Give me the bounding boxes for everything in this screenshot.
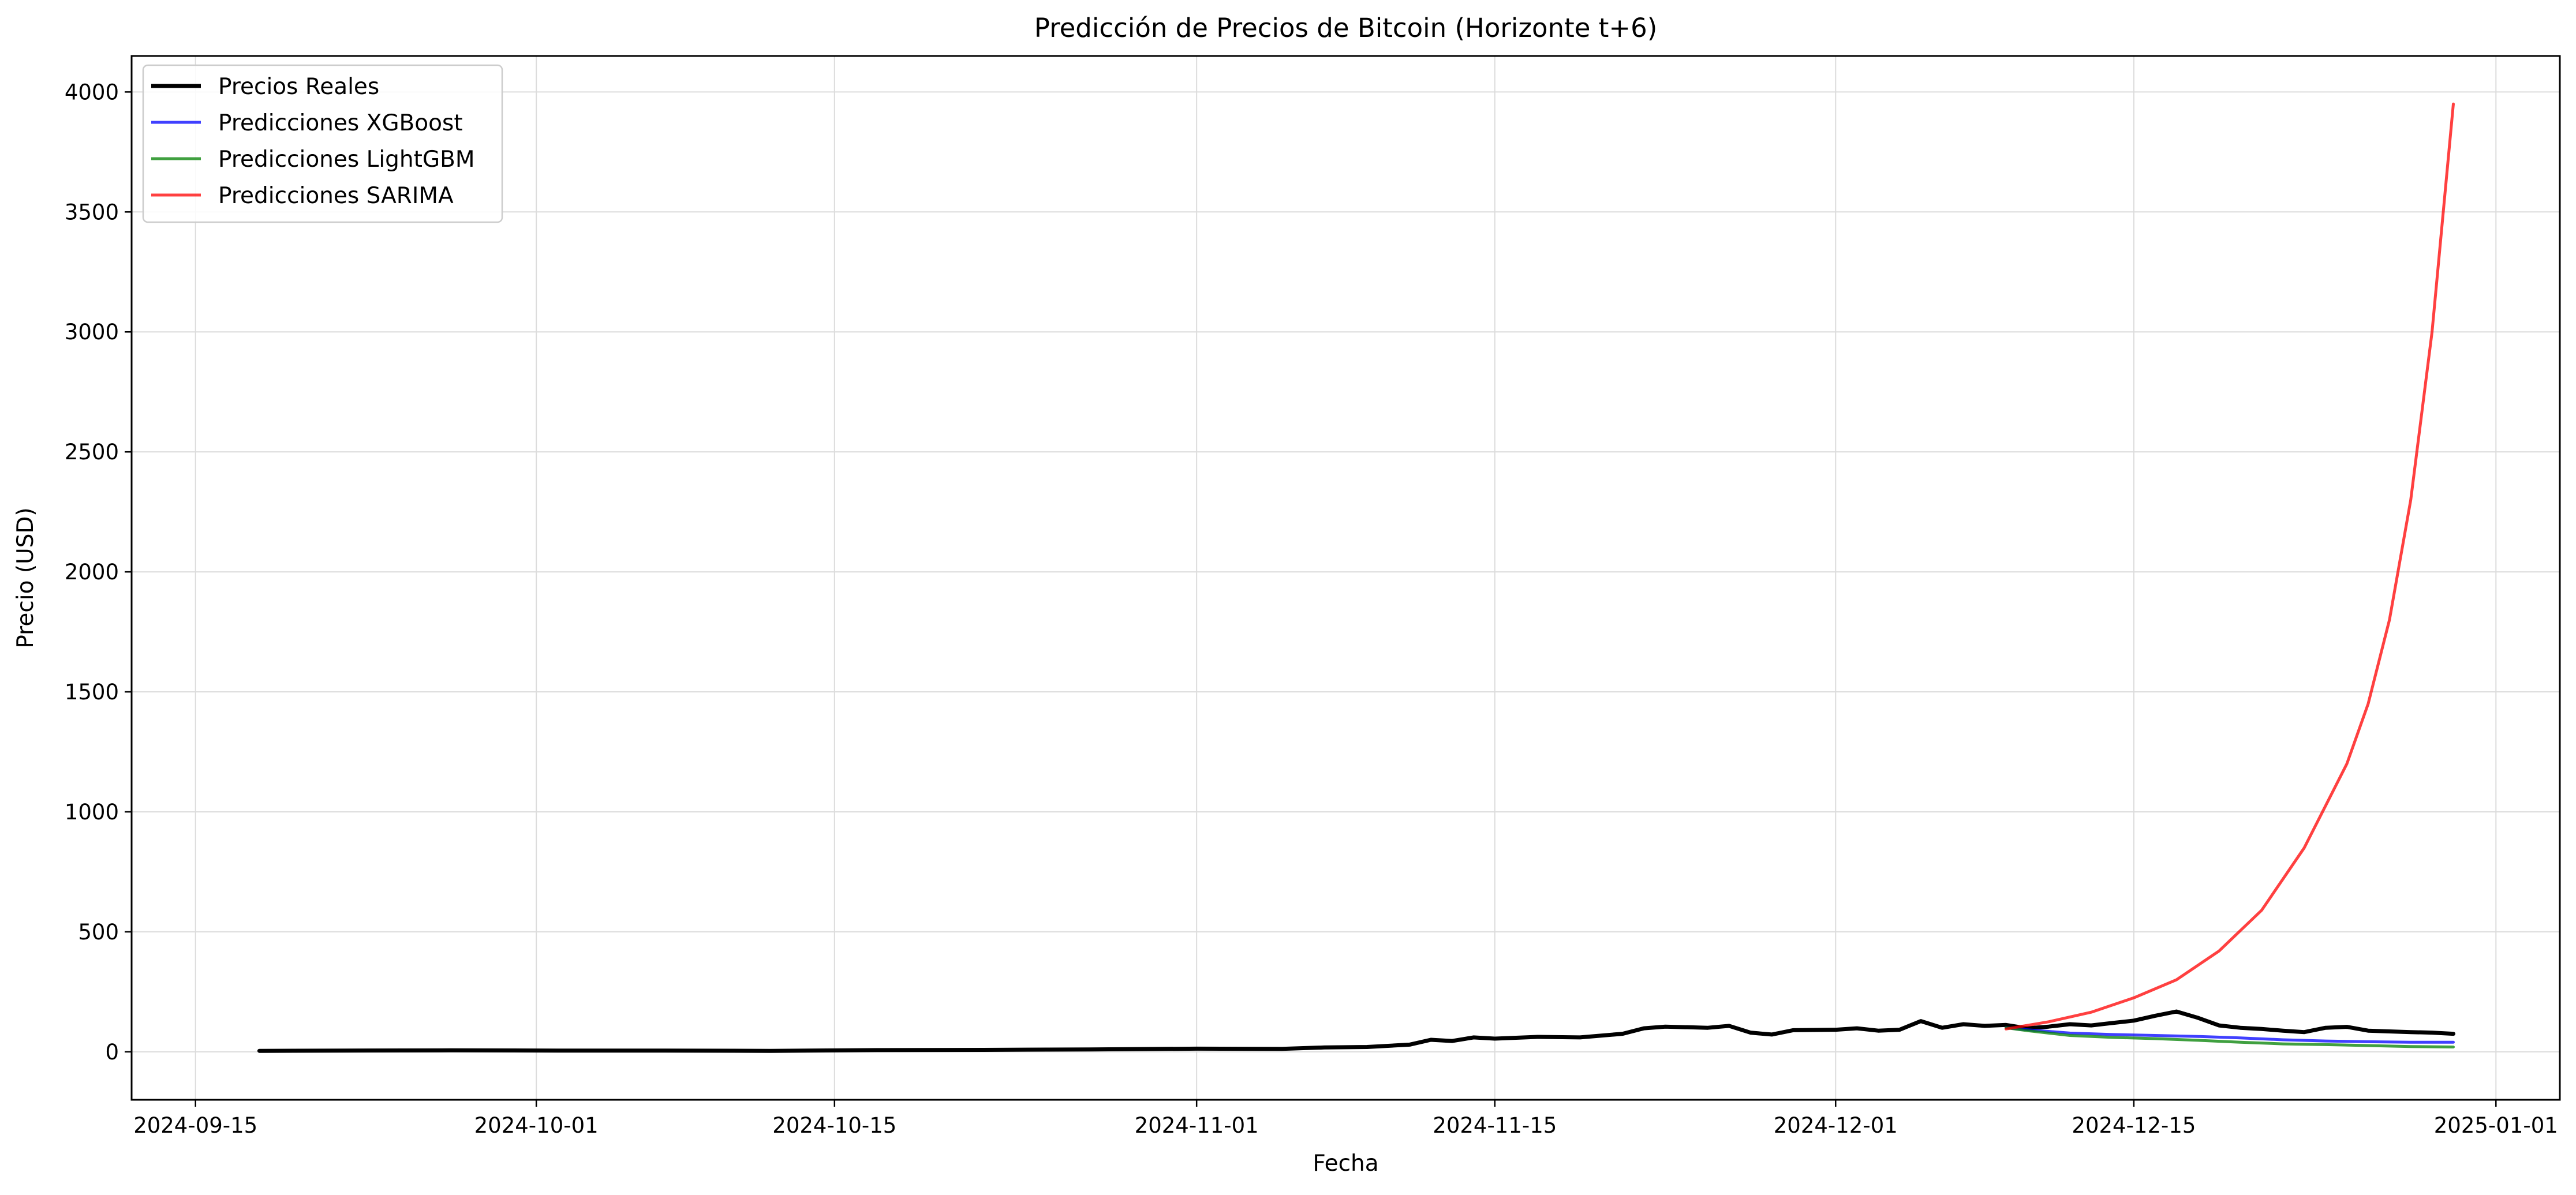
- x-tick-label: 2024-09-15: [133, 1113, 257, 1138]
- grid-layer: [132, 56, 2560, 1100]
- y-tick-label: 3500: [65, 200, 119, 224]
- legend-label: Predicciones SARIMA: [218, 183, 454, 209]
- series-line: [257, 1009, 2455, 1053]
- series-line: [2005, 1026, 2455, 1048]
- y-tick-label: 2500: [65, 440, 119, 464]
- legend: Precios Reales Predicciones XGBoost Predic…: [142, 64, 503, 223]
- y-tick-label: 3000: [65, 320, 119, 344]
- y-tick-label: 4000: [65, 80, 119, 104]
- x-tick-label: 2024-10-15: [772, 1113, 896, 1138]
- y-axis-label: Precio (USD): [13, 507, 39, 648]
- x-tick-label: 2024-12-15: [2072, 1113, 2196, 1138]
- legend-label: Predicciones XGBoost: [218, 110, 463, 136]
- legend-label: Predicciones LightGBM: [218, 147, 475, 173]
- x-tick-label: 2024-10-01: [474, 1113, 599, 1138]
- series-line: [2005, 102, 2455, 1031]
- x-tick-label: 2024-11-01: [1135, 1113, 1259, 1138]
- x-tick-label: 2024-11-15: [1433, 1113, 1557, 1138]
- plot-frame: [130, 55, 2561, 1101]
- series-layer: [257, 102, 2455, 1053]
- chart-title: Predicción de Precios de Bitcoin (Horizo…: [1034, 13, 1658, 43]
- x-axis-label: Fecha: [1313, 1151, 1378, 1177]
- series-line: [2005, 1026, 2455, 1044]
- tick-layer: 2024-09-15 2024-10-01 2024-10-15 2024-11-01…: [65, 80, 2558, 1138]
- legend-label: Precios Reales: [218, 74, 379, 100]
- legend-box: [142, 64, 503, 223]
- x-tick-label: 2024-12-01: [1774, 1113, 1898, 1138]
- y-tick-label: 1500: [65, 680, 119, 705]
- y-tick-label: 500: [78, 920, 119, 945]
- y-tick-label: 0: [105, 1040, 119, 1065]
- y-tick-label: 2000: [65, 560, 119, 585]
- y-tick-label: 1000: [65, 800, 119, 825]
- x-tick-label: 2025-01-01: [2434, 1113, 2558, 1138]
